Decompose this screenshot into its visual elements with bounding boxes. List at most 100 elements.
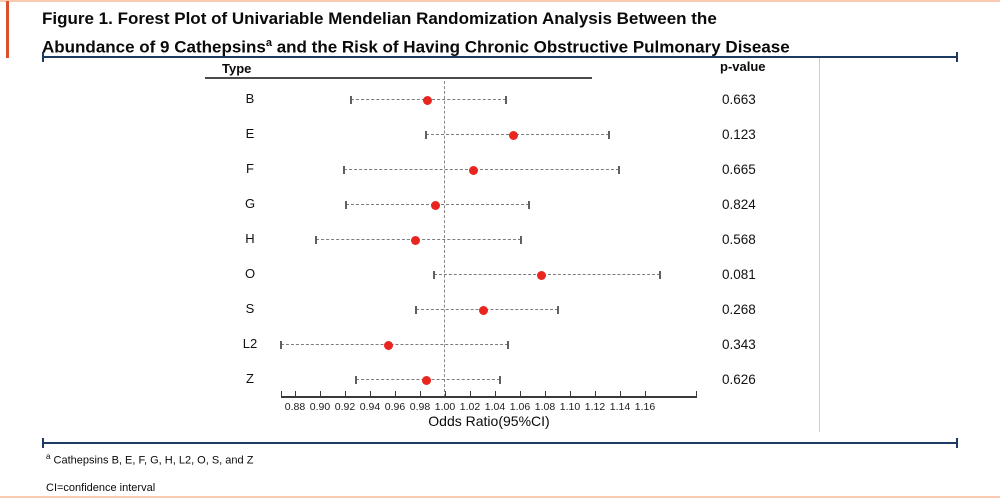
row-type-label: S [245,301,255,316]
page-title: Figure 1. Forest Plot of Univariable Men… [42,7,958,60]
ci-cap-left [425,131,428,139]
ci-cap-right [607,131,610,139]
x-axis-tick-label: 1.02 [459,401,481,413]
x-axis-tick-label: 0.96 [384,401,406,413]
ci-cap-left [355,376,358,384]
ci-whisker [343,169,619,170]
or-point [509,130,519,140]
or-point [410,235,420,245]
x-axis-tick-label: 1.12 [584,401,606,413]
row-type-label: H [245,231,255,246]
title-divider-rule [42,56,958,58]
x-axis-tick-label: 0.90 [309,401,331,413]
row-type-label: O [244,266,256,281]
column-header-type: Type [222,61,252,76]
or-point [469,165,479,175]
p-value: 0.824 [722,197,756,212]
x-axis-tick [545,391,546,396]
ci-cap-left [280,341,283,349]
x-axis-end-cap-right [696,391,697,398]
x-axis-tick [570,391,571,396]
x-axis-tick [445,391,446,396]
title-line-2: Abundance of 9 Cathepsinsa and the Risk … [42,37,790,57]
bottom-border-line [0,496,1000,498]
p-value: 0.663 [722,92,756,107]
title-divider-cap-right [956,52,958,62]
ci-cap-right [556,306,559,314]
x-axis-tick [595,391,596,396]
x-axis-tick [370,391,371,396]
x-axis-tick [295,391,296,396]
title-line-1: Figure 1. Forest Plot of Univariable Men… [42,9,717,28]
top-border-line [0,0,1000,2]
ci-cap-right [617,166,620,174]
ci-cap-right [506,341,509,349]
row-type-label: B [245,91,255,106]
ci-cap-left [415,306,418,314]
or-point [421,375,431,385]
row-type-label: F [246,161,254,176]
footnote-superscript: a [46,452,51,461]
x-axis-tick-label: 1.10 [559,401,581,413]
x-axis-tick-label: 0.92 [334,401,356,413]
x-axis-tick [620,391,621,396]
or-point [536,270,546,280]
p-value: 0.081 [722,267,756,282]
p-value: 0.123 [722,127,756,142]
x-axis-tick [345,391,346,396]
ci-cap-right [527,201,530,209]
footnote-cathepsins: a Cathepsins B, E, F, G, H, L2, O, S, an… [46,452,254,467]
x-axis-label: Odds Ratio(95%CI) [428,413,550,429]
plot-right-border [819,58,820,432]
footer-divider-cap-right [956,438,958,448]
x-axis-tick-label: 1.16 [634,401,656,413]
x-axis-tick [495,391,496,396]
row-type-label: G [244,196,256,211]
x-axis-tick-label: 0.94 [359,401,381,413]
x-axis-line [281,396,697,398]
title-divider-cap-left [42,52,44,62]
row-type-label: L2 [242,336,258,351]
footnote-ci-definition: CI=confidence interval [46,482,156,494]
or-point [423,95,432,105]
ci-cap-right [659,271,661,279]
p-value: 0.568 [722,232,756,247]
figure-accent-bar [6,1,9,58]
or-point [384,340,394,350]
title-superscript: a [265,37,272,49]
ci-cap-left [315,236,318,244]
x-axis-tick [520,391,521,396]
ci-cap-left [350,96,353,104]
x-axis-tick [395,391,396,396]
footer-divider-cap-left [42,438,44,448]
x-axis-tick [470,391,471,396]
x-axis-tick [645,391,646,396]
ci-cap-left [432,271,435,279]
x-axis-tick-label: 1.00 [434,401,456,413]
p-value: 0.268 [722,302,756,317]
ci-cap-left [342,166,345,174]
p-value: 0.343 [722,337,756,352]
x-axis-tick-label: 1.08 [534,401,556,413]
x-axis-end-cap-left [281,391,282,398]
x-axis-tick [320,391,321,396]
ci-cap-left [345,201,348,209]
x-axis-tick-label: 0.88 [284,401,306,413]
ci-whisker [433,274,660,275]
row-type-label: Z [246,371,254,386]
x-axis-tick-label: 1.04 [484,401,506,413]
p-value: 0.665 [722,162,756,177]
header-underline [205,77,592,79]
row-type-label: E [245,126,255,141]
column-header-pvalue: p-value [720,59,766,74]
x-axis-tick-label: 1.14 [609,401,631,413]
p-value: 0.626 [722,372,756,387]
footer-divider-rule [42,442,958,444]
ci-whisker [281,344,508,345]
ci-cap-right [520,236,523,244]
x-axis-tick-label: 1.06 [509,401,531,413]
x-axis-tick [420,391,421,396]
or-point [430,200,440,210]
x-axis-tick-label: 0.98 [409,401,431,413]
